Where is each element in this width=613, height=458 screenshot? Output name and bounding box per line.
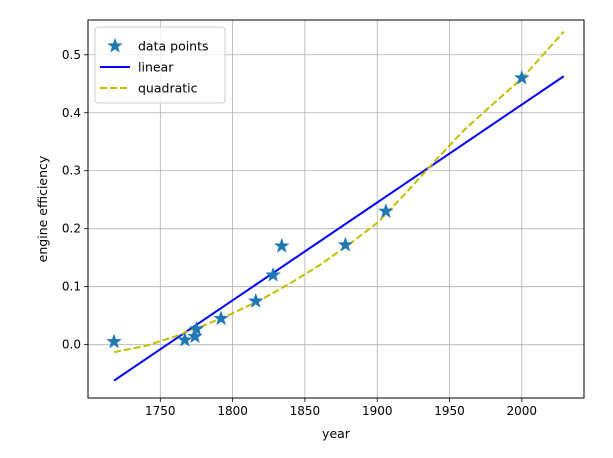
axis-ticks: 1750 1800 1850 1900 1950 2000 0.0 0.1 0.2 0.3 0.4 0… [62,48,537,418]
x-axis-label: year [322,426,351,441]
data-point [273,237,290,253]
data-point [265,266,281,282]
data-point [513,69,530,85]
y-tick-label: 0.3 [62,164,81,178]
y-axis-label: engine efficiency [35,155,50,262]
y-tick-label: 0.0 [62,338,81,352]
y-tick-label: 0.2 [62,222,81,236]
y-tick-label: 0.1 [62,280,81,294]
x-tick-label: 1900 [362,404,393,418]
legend: data points linear quadratic [94,26,226,104]
legend-marker-data-points [107,37,123,53]
data-point [378,203,394,219]
data-point [106,333,122,349]
series-quadratic-line [113,30,565,354]
x-tick-label: 1850 [290,404,321,418]
data-point [337,236,354,252]
y-tick-label: 0.5 [62,48,81,62]
grid [88,20,584,398]
legend-label-data-points: data points [138,39,209,54]
x-tick-label: 1750 [145,404,176,418]
legend-label-quadratic: quadratic [138,81,198,96]
legend-box [94,26,226,104]
y-tick-label: 0.4 [62,106,81,120]
data-point [188,320,205,336]
data-point [247,292,264,308]
x-tick-label: 1950 [434,404,465,418]
plot-area [106,30,565,382]
series-linear-line [113,75,565,382]
data-point [213,310,229,326]
x-tick-label: 2000 [507,404,538,418]
x-tick-label: 1800 [217,404,248,418]
plot-frame [87,19,585,399]
data-point [177,331,193,347]
legend-label-linear: linear [138,60,174,75]
